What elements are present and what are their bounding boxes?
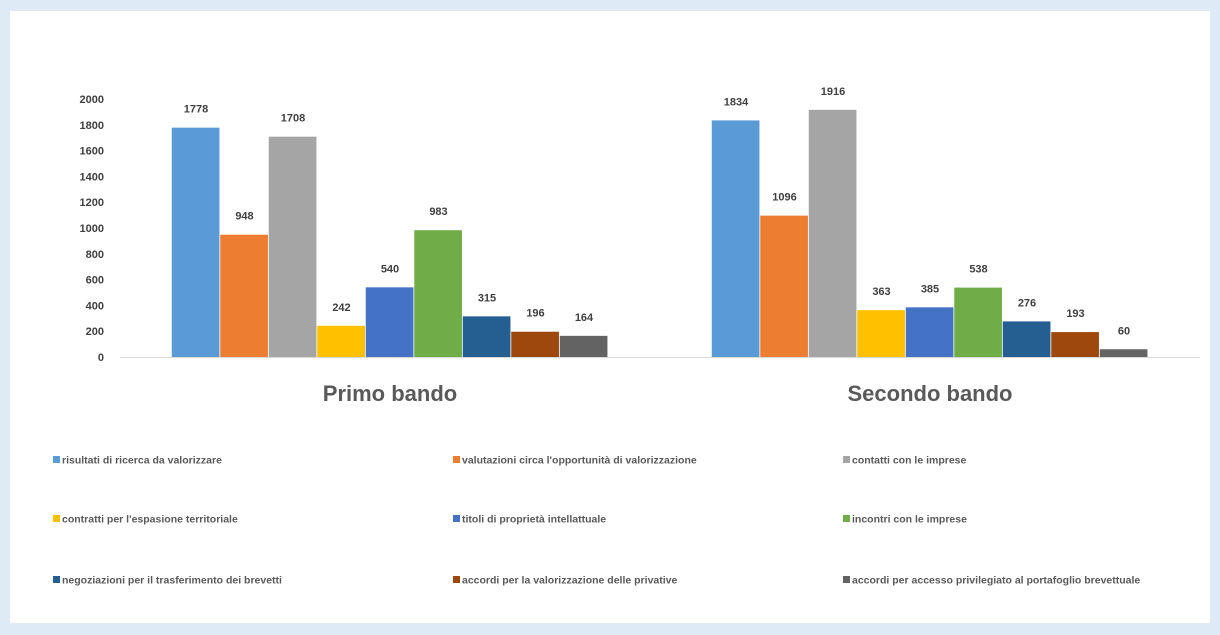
data-label: 315	[478, 292, 496, 304]
legend-item: valutazioni circa l'opportunità di valor…	[453, 455, 697, 467]
legend-swatch	[843, 456, 850, 463]
data-label: 540	[381, 263, 399, 275]
bar	[268, 136, 317, 357]
bar	[317, 325, 365, 357]
y-tick-label: 200	[86, 326, 104, 338]
data-label: 1834	[724, 96, 749, 108]
bar	[1051, 332, 1099, 357]
legend-label: accordi per la valorizzazione delle priv…	[462, 575, 677, 587]
legend-item: contatti con le imprese	[843, 455, 967, 467]
data-label: 276	[1018, 297, 1036, 309]
legend-swatch	[53, 515, 60, 522]
y-tick-label: 1400	[80, 171, 104, 183]
data-label: 242	[332, 302, 350, 314]
y-tick-label: 1600	[80, 146, 104, 158]
legend-label: contratti per l'espasione territoriale	[62, 514, 238, 526]
legend-swatch	[843, 515, 850, 522]
data-label: 983	[429, 206, 447, 218]
bar	[711, 120, 760, 357]
bar	[857, 310, 905, 357]
legend-swatch	[453, 576, 460, 583]
legend-item: negoziazioni per il trasferimento dei br…	[53, 575, 282, 587]
bar	[1099, 349, 1148, 357]
y-tick-label: 2000	[80, 94, 104, 106]
legend-item: incontri con le imprese	[843, 514, 967, 526]
legend-swatch	[53, 456, 60, 463]
bar-chart: 0 200 400 600 800 1000 1200 1400 1600 1800 2000 Pri…	[53, 86, 1200, 587]
bar	[511, 331, 559, 357]
data-label: 164	[575, 312, 594, 324]
data-label: 1708	[281, 113, 305, 125]
data-labels-group: 1778 948 1708 242 540 983 315 196 164 1834 1096 191…	[184, 86, 1130, 337]
category-label: Secondo bando	[848, 381, 1013, 406]
legend-item: risultati di ricerca da valorizzare	[53, 455, 222, 467]
bar	[954, 287, 1002, 357]
bar	[462, 316, 511, 357]
legend-swatch	[453, 515, 460, 522]
legend-swatch	[53, 576, 60, 583]
legend-item: contratti per l'espasione territoriale	[53, 514, 238, 526]
bar	[220, 234, 268, 357]
chart-card: 0 200 400 600 800 1000 1200 1400 1600 1800 2000 Pri…	[10, 11, 1210, 623]
data-label: 196	[526, 308, 544, 320]
data-label: 1096	[772, 192, 796, 204]
data-label: 60	[1118, 325, 1130, 337]
y-tick-label: 400	[86, 300, 104, 312]
legend-label: risultati di ricerca da valorizzare	[62, 455, 222, 467]
legend-label: accordi per accesso privilegiato al port…	[852, 575, 1140, 587]
y-tick-label: 800	[86, 249, 104, 261]
bar	[808, 109, 857, 357]
data-label: 385	[921, 283, 939, 295]
data-label: 1778	[184, 104, 208, 116]
y-tick-label: 1800	[80, 120, 104, 132]
data-label: 193	[1066, 308, 1084, 320]
axis-group: 0 200 400 600 800 1000 1200 1400 1600 1800 2000 Pri…	[80, 94, 1200, 406]
y-tick-label: 1200	[80, 197, 104, 209]
legend-item: accordi per la valorizzazione delle priv…	[453, 575, 677, 587]
legend-label: negoziazioni per il trasferimento dei br…	[62, 575, 282, 587]
data-label: 1916	[821, 86, 845, 98]
bar	[171, 127, 220, 357]
data-label: 538	[969, 264, 987, 276]
y-tick-label: 600	[86, 275, 104, 287]
bar	[905, 307, 954, 357]
legend-label: titoli di proprietà intellattuale	[462, 514, 606, 526]
category-label: Primo bando	[323, 381, 457, 406]
y-tick-label: 1000	[80, 223, 104, 235]
legend-item: titoli di proprietà intellattuale	[453, 514, 606, 526]
legend-swatch	[843, 576, 850, 583]
legend-label: valutazioni circa l'opportunità di valor…	[462, 455, 697, 467]
bar	[365, 287, 414, 357]
data-label: 363	[872, 286, 890, 298]
data-label: 948	[235, 211, 253, 223]
legend-item: accordi per accesso privilegiato al port…	[843, 575, 1140, 587]
bars-group	[171, 109, 1148, 357]
legend-label: contatti con le imprese	[852, 455, 967, 467]
legend: risultati di ricerca da valorizzare valut…	[53, 455, 1140, 587]
bar	[414, 230, 462, 357]
bar	[1002, 321, 1051, 357]
legend-swatch	[453, 456, 460, 463]
y-tick-label: 0	[98, 352, 104, 364]
legend-label: incontri con le imprese	[852, 514, 967, 526]
bar	[559, 335, 608, 357]
bar	[760, 215, 808, 357]
